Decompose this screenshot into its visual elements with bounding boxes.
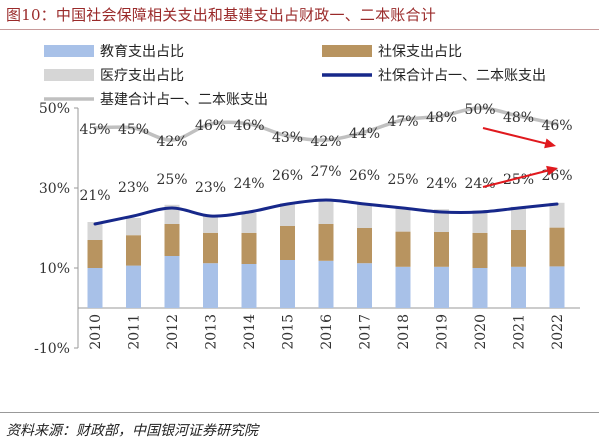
x-tick-label: 2016: [319, 314, 335, 350]
bar-education: [549, 266, 565, 308]
data-label-social-security: 25%: [156, 172, 187, 188]
data-label-infrastructure: 43%: [272, 130, 303, 146]
bar-education: [434, 266, 449, 308]
arrow-social-security-up: [482, 168, 554, 188]
y-tick-label: 50%: [39, 101, 70, 117]
bar-education: [241, 264, 257, 308]
bar-social-security: [511, 230, 526, 267]
x-tick-label: 2020: [473, 314, 489, 350]
bar-medical: [434, 209, 449, 232]
data-label-infrastructure: 48%: [503, 110, 534, 126]
data-label-social-security: 24%: [233, 176, 264, 192]
legend-label-4: 基建合计占一、二本账支出: [100, 91, 268, 108]
y-tick-label: 10%: [39, 261, 70, 277]
bar-medical: [280, 203, 295, 226]
bar-medical: [241, 212, 257, 233]
line-social-security-total: [93, 198, 559, 226]
data-label-social-security: 26%: [349, 168, 380, 184]
bar-medical: [357, 204, 372, 228]
footer-divider: [0, 412, 599, 413]
bar-medical: [511, 206, 526, 230]
bar-medical: [87, 222, 103, 240]
bar-education: [357, 263, 372, 308]
x-tick-label: 2022: [550, 314, 566, 350]
data-label-social-security: 21%: [79, 188, 110, 204]
bar-social-security: [203, 232, 218, 264]
x-tick-label: 2010: [88, 314, 104, 350]
bar-social-security: [395, 231, 411, 267]
x-tick-label: 2018: [396, 314, 412, 350]
bar-social-security: [241, 232, 257, 264]
arrow-infrastructure-down-head: [544, 138, 556, 149]
bar-social-security: [318, 224, 334, 261]
data-label-infrastructure: 50%: [464, 102, 495, 118]
data-label-infrastructure: 46%: [195, 118, 226, 134]
y-tick-label: -10%: [34, 341, 70, 357]
legend-swatch-0: [44, 45, 94, 57]
x-tick-label: 2011: [127, 314, 143, 350]
x-tick-label: 2019: [435, 314, 451, 350]
bar-education: [87, 268, 103, 308]
arrow-infrastructure-down: [482, 127, 552, 146]
bar-social-security: [87, 240, 103, 268]
source-note: 资料来源：财政部，中国银河证券研究院: [6, 423, 258, 439]
data-label-infrastructure: 46%: [233, 118, 264, 134]
data-label-social-security: 23%: [195, 180, 226, 196]
bar-social-security: [357, 228, 372, 264]
bar-education: [203, 263, 218, 308]
legend-label-3: 社保合计占一、二本账支出: [378, 68, 546, 84]
legend-label-2: 医疗支出占比: [100, 68, 184, 84]
bar-education: [126, 265, 141, 308]
bar-medical: [203, 215, 218, 233]
line-infrastructure-total: [93, 106, 559, 142]
bar-social-security: [280, 226, 295, 260]
bar-medical: [395, 208, 411, 232]
data-label-social-security: 26%: [272, 168, 303, 184]
data-label-social-security: 25%: [387, 172, 418, 188]
title-divider: [0, 29, 599, 30]
bar-social-security: [164, 224, 180, 256]
x-tick-label: 2012: [165, 314, 181, 350]
bar-education: [472, 268, 488, 308]
x-tick-label: 2017: [358, 314, 374, 350]
data-label-infrastructure: 45%: [79, 122, 110, 138]
data-label-social-security: 24%: [464, 176, 495, 192]
bar-education: [164, 256, 180, 308]
bar-medical: [318, 200, 334, 224]
legend-swatch-2: [44, 69, 94, 81]
bar-education: [511, 266, 526, 308]
bar-education: [280, 260, 295, 308]
bar-education: [318, 260, 334, 308]
arrow-social-security-up-head: [546, 165, 558, 176]
data-label-infrastructure: 46%: [541, 118, 572, 134]
x-tick-label: 2013: [204, 314, 220, 350]
legend-label-1: 社保支出占比: [378, 44, 462, 60]
bar-social-security: [126, 235, 141, 266]
legend-swatch-1: [322, 45, 372, 57]
data-label-infrastructure: 44%: [349, 126, 380, 142]
data-label-social-security: 23%: [118, 180, 149, 196]
bar-medical: [472, 210, 488, 233]
x-tick-label: 2014: [242, 314, 258, 350]
data-label-infrastructure: 45%: [118, 122, 149, 138]
bar-education: [395, 266, 411, 308]
data-label-infrastructure: 48%: [426, 110, 457, 126]
legend-label-0: 教育支出占比: [100, 44, 184, 60]
bar-medical: [126, 218, 141, 236]
chart-title: 图10：中国社会保障相关支出和基建支出占财政一、二本账合计: [6, 6, 436, 24]
x-tick-label: 2015: [281, 314, 297, 350]
bar-social-security: [434, 232, 449, 267]
bar-social-security: [549, 227, 565, 267]
x-tick-label: 2021: [512, 314, 528, 350]
data-label-infrastructure: 47%: [387, 114, 418, 130]
bar-medical: [549, 202, 565, 228]
data-label-infrastructure: 42%: [156, 134, 187, 150]
bar-social-security: [472, 232, 488, 268]
data-label-infrastructure: 42%: [310, 134, 341, 150]
y-tick-label: 30%: [39, 181, 70, 197]
data-label-social-security: 27%: [310, 164, 341, 180]
data-label-social-security: 24%: [426, 176, 457, 192]
